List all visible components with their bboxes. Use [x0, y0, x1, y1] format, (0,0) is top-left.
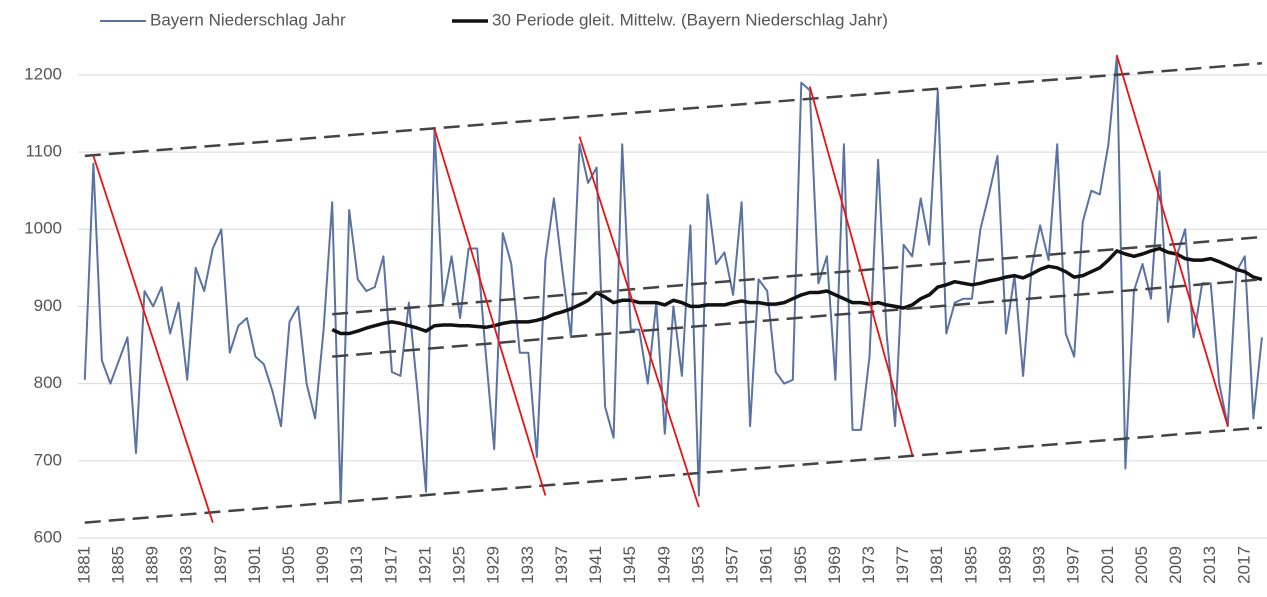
x-tick-label: 1933	[518, 546, 537, 584]
y-tick-label: 700	[34, 450, 62, 469]
x-tick-label: 1929	[484, 546, 503, 584]
x-tick-label: 1937	[552, 546, 571, 584]
y-tick-label: 600	[34, 527, 62, 546]
x-tick-label: 1981	[927, 546, 946, 584]
x-tick-label: 1953	[688, 546, 707, 584]
x-tick-label: 1961	[757, 546, 776, 584]
series-line	[331, 246, 1263, 336]
x-tick-label: 2005	[1132, 546, 1151, 584]
y-tick-label: 1100	[25, 142, 62, 161]
decline-line	[1116, 55, 1229, 427]
legend-label: Bayern Niederschlag Jahr	[150, 10, 346, 29]
trend-line	[332, 278, 1263, 358]
x-tick-label: 1989	[995, 546, 1014, 584]
x-tick-label: 1993	[1030, 546, 1049, 584]
x-tick-label: 1897	[211, 546, 230, 584]
x-tick-label: 1969	[825, 546, 844, 584]
x-tick-label: 1945	[620, 546, 639, 584]
decline-line	[433, 128, 547, 496]
x-tick-label: 2009	[1166, 546, 1185, 584]
x-tick-label: 1913	[347, 546, 366, 584]
x-tick-label: 1977	[893, 546, 912, 584]
x-tick-label: 1901	[245, 546, 264, 584]
x-tick-label: 1997	[1064, 546, 1083, 584]
x-tick-label: 2013	[1200, 546, 1219, 584]
x-tick-label: 1905	[279, 546, 298, 584]
x-tick-label: 1957	[723, 546, 742, 584]
x-tick-label: 1917	[381, 546, 400, 584]
x-tick-label: 1885	[108, 546, 127, 584]
x-tick-label: 1881	[74, 546, 93, 584]
x-tick-label: 1889	[143, 546, 162, 584]
y-tick-label: 800	[34, 373, 62, 392]
x-tick-label: 1925	[450, 546, 469, 584]
x-tick-label: 1921	[415, 546, 434, 584]
trend-line	[84, 62, 1262, 158]
series-line	[83, 54, 1263, 505]
y-tick-label: 1000	[24, 219, 62, 238]
x-tick-label: 2001	[1098, 546, 1117, 584]
x-tick-label: 1909	[313, 546, 332, 584]
x-tick-label: 2017	[1234, 546, 1253, 584]
x-tick-label: 1949	[654, 546, 673, 584]
decline-line	[808, 86, 914, 455]
y-tick-label: 900	[34, 296, 62, 315]
x-tick-label: 1965	[791, 546, 810, 584]
legend-label: 30 Periode gleit. Mittelw. (Bayern Niede…	[492, 10, 888, 29]
decline-line	[92, 155, 214, 523]
y-tick-label: 1200	[24, 64, 62, 83]
x-tick-label: 1985	[961, 546, 980, 584]
x-tick-label: 1973	[859, 546, 878, 584]
trend-line	[84, 426, 1263, 524]
x-tick-label: 1941	[586, 546, 605, 584]
decline-line	[578, 136, 700, 508]
x-tick-label: 1893	[177, 546, 196, 584]
